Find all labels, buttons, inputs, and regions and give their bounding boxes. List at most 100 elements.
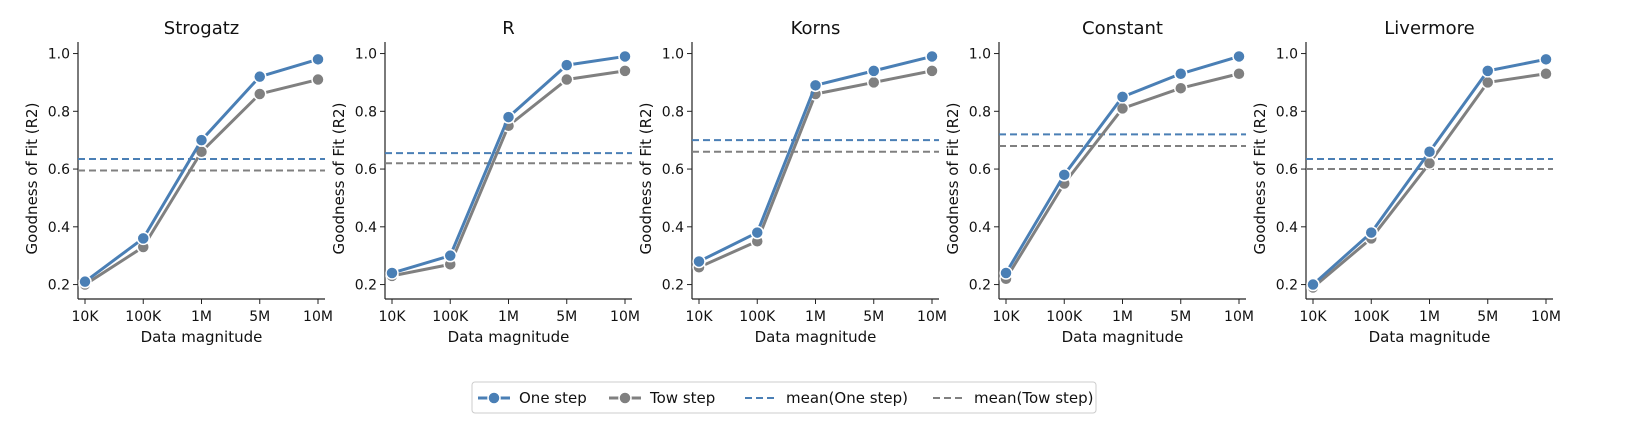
y-tick-label: 0.4	[1276, 220, 1298, 236]
data-point	[1115, 90, 1130, 104]
series-line	[1312, 57, 1547, 286]
data-point	[1232, 49, 1246, 64]
x-axis-label: Data magnitude	[141, 328, 263, 346]
x-tick-label: 10K	[686, 309, 714, 325]
x-tick-label: 5M	[249, 309, 270, 325]
y-tick-label: 1.0	[1276, 47, 1298, 63]
x-tick-label: 10M	[1531, 309, 1561, 325]
data-point	[867, 75, 881, 90]
chart-panel: Korns 0.2 0.4 0.6 0.8 1.0 10K 100K 1M 5M 10M Data m…	[637, 18, 947, 346]
y-tick-label: 0.2	[48, 278, 70, 294]
chart-panel: R 0.2 0.4 0.6 0.8 1.0 10K 100K 1M 5M 10M Data magni…	[330, 18, 640, 346]
x-tick-label: 10M	[303, 309, 333, 325]
data-point	[311, 72, 325, 87]
y-tick-label: 0.2	[662, 278, 684, 294]
y-tick-label: 0.6	[48, 162, 70, 178]
data-point	[999, 266, 1013, 280]
x-tick-label: 1M	[498, 309, 519, 325]
x-tick-label: 10M	[1224, 309, 1254, 325]
data-point	[194, 133, 209, 147]
x-tick-label: 10K	[72, 309, 100, 325]
x-tick-label: 10M	[610, 309, 640, 325]
chart-panel: Constant 0.2 0.4 0.6 0.8 1.0 10K 100K 1M 5M 10M Dat…	[944, 18, 1254, 346]
y-tick-label: 0.8	[969, 104, 991, 120]
y-tick-label: 0.6	[355, 162, 377, 178]
data-point	[692, 254, 706, 269]
x-tick-label: 100K	[125, 309, 162, 325]
y-tick-label: 0.4	[969, 220, 991, 236]
y-tick-label: 0.2	[355, 278, 377, 294]
x-tick-label: 10M	[917, 309, 947, 325]
data-point	[136, 231, 150, 246]
data-point	[925, 64, 939, 78]
x-tick-label: 100K	[432, 309, 469, 325]
legend: One step Tow step mean(One step) mean(Tow s…	[471, 381, 1097, 414]
data-point	[1174, 67, 1188, 81]
x-axis-label: Data magnitude	[1062, 328, 1184, 346]
y-tick-label: 0.6	[1276, 162, 1298, 178]
data-point	[1422, 144, 1437, 159]
y-tick-label: 0.4	[662, 220, 684, 236]
x-tick-label: 1M	[805, 309, 826, 325]
data-point	[925, 49, 939, 64]
x-axis-label: Data magnitude	[448, 328, 570, 346]
data-point	[867, 64, 881, 78]
x-tick-label: 10K	[1300, 309, 1328, 325]
y-tick-label: 0.8	[662, 104, 684, 120]
y-axis-label: Goodness of Fit (R2)	[1251, 103, 1269, 255]
x-tick-label: 5M	[1170, 309, 1191, 325]
panel-title: Korns	[791, 18, 841, 39]
y-axis-label: Goodness of Fit (R2)	[637, 103, 655, 255]
data-point	[808, 78, 823, 93]
data-point	[1364, 225, 1378, 240]
y-tick-label: 0.2	[969, 278, 991, 294]
x-tick-label: 10K	[993, 309, 1021, 325]
panel-title: R	[502, 18, 515, 39]
y-tick-label: 0.6	[662, 162, 684, 178]
series-line	[391, 54, 626, 275]
x-tick-label: 10K	[379, 309, 407, 325]
series-line	[391, 69, 626, 278]
data-point	[1057, 168, 1071, 182]
series-line	[1004, 55, 1240, 274]
y-tick-label: 1.0	[48, 47, 70, 63]
x-tick-label: 1M	[1419, 309, 1440, 325]
data-point	[618, 64, 632, 78]
data-point	[1174, 81, 1188, 95]
y-axis-label: Goodness of Fit (R2)	[330, 103, 348, 255]
data-point	[253, 87, 267, 101]
data-point	[560, 72, 574, 87]
y-tick-label: 0.4	[355, 220, 377, 236]
data-point	[1539, 67, 1553, 81]
y-tick-label: 1.0	[969, 47, 991, 63]
y-tick-label: 0.8	[355, 104, 377, 120]
data-point	[501, 110, 516, 124]
panel-title: Livermore	[1384, 18, 1474, 39]
x-tick-label: 1M	[1112, 309, 1133, 325]
data-point	[78, 274, 92, 289]
data-point	[385, 266, 399, 280]
x-axis-label: Data magnitude	[1369, 328, 1491, 346]
legend-box	[471, 381, 1097, 414]
x-tick-label: 100K	[1046, 309, 1083, 325]
legend-marker	[487, 391, 501, 405]
data-point	[750, 225, 764, 240]
x-tick-label: 5M	[863, 309, 884, 325]
panel-title: Constant	[1082, 18, 1163, 39]
data-point	[1481, 64, 1495, 78]
y-tick-label: 0.8	[48, 104, 70, 120]
data-point	[253, 69, 267, 84]
y-tick-label: 1.0	[355, 47, 377, 63]
x-tick-label: 1M	[191, 309, 212, 325]
x-tick-label: 100K	[739, 309, 776, 325]
series-line	[1312, 72, 1547, 289]
y-axis-label: Goodness of Fit (R2)	[944, 103, 962, 255]
data-point	[1539, 52, 1553, 67]
series-line	[84, 78, 319, 286]
x-axis-label: Data magnitude	[755, 328, 877, 346]
legend-label: mean(Tow step)	[974, 389, 1094, 407]
data-point	[618, 49, 632, 64]
panel-title: Strogatz	[164, 18, 239, 39]
data-point	[560, 58, 574, 72]
